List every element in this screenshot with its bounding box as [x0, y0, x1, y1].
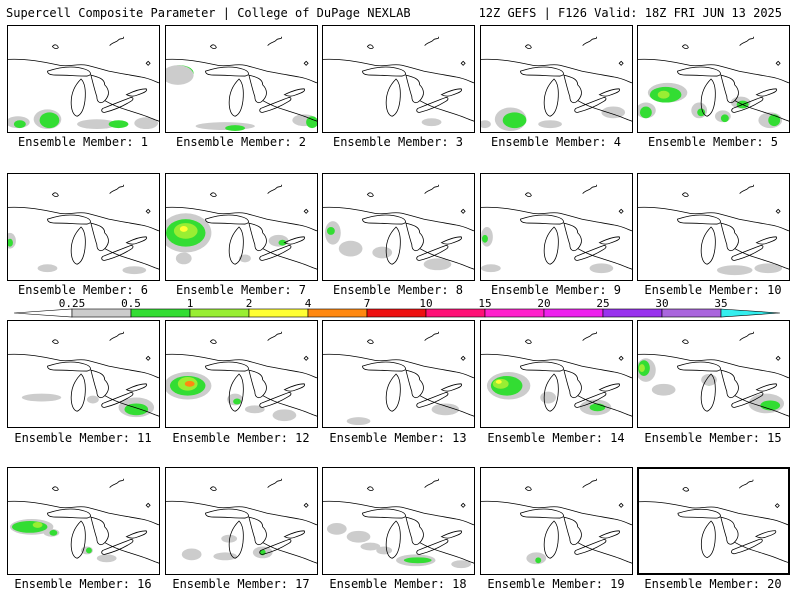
- colorbar-segment: [189, 308, 250, 318]
- ensemble-member-label: Ensemble Member: 18: [329, 577, 467, 591]
- colorbar-tick-label: 4: [304, 297, 312, 310]
- ensemble-member-panel-4[interactable]: [480, 25, 633, 133]
- ensemble-member-panel-18[interactable]: [322, 467, 475, 575]
- ensemble-member-label: Ensemble Member: 14: [487, 431, 625, 445]
- ensemble-member-label: Ensemble Member: 13: [329, 431, 467, 445]
- member-map: [323, 184, 474, 271]
- member-map: [323, 331, 474, 426]
- ensemble-member-panel-16[interactable]: [7, 467, 160, 575]
- colorbar-tick-label: 1: [186, 297, 194, 310]
- ensemble-member-label: Ensemble Member: 7: [175, 283, 307, 297]
- colorbar-segment: [248, 308, 309, 318]
- ensemble-member-label: Ensemble Member: 2: [175, 135, 307, 149]
- member-map: [638, 331, 789, 417]
- colorbar-tick-label: 20: [537, 297, 551, 310]
- ensemble-member-panel-12[interactable]: [165, 320, 318, 428]
- colorbar-segment: [366, 308, 427, 318]
- ensemble-member-panel-15[interactable]: [637, 320, 790, 428]
- ensemble-member-panel-3[interactable]: [322, 25, 475, 133]
- ensemble-member-panel-7[interactable]: [165, 173, 318, 281]
- ensemble-member-label: Ensemble Member: 6: [17, 283, 149, 297]
- ensemble-member-label: Ensemble Member: 19: [487, 577, 625, 591]
- member-map: [323, 36, 474, 127]
- ensemble-member-panel-13[interactable]: [322, 320, 475, 428]
- colorbar-tick-label: 30: [655, 297, 669, 310]
- ensemble-member-panel-1[interactable]: [7, 25, 160, 133]
- map-title: Supercell Composite Parameter | College …: [6, 6, 411, 20]
- ensemble-member-label: Ensemble Member: 5: [647, 135, 779, 149]
- colorbar-tick-label: 25: [596, 297, 610, 310]
- member-map: [8, 184, 159, 275]
- ensemble-member-panel-5[interactable]: [637, 25, 790, 133]
- ensemble-member-panel-14[interactable]: [480, 320, 633, 428]
- ensemble-member-panel-11[interactable]: [7, 320, 160, 428]
- colorbar-segment: [425, 308, 486, 318]
- member-map: [481, 36, 632, 132]
- member-map: [481, 184, 632, 274]
- colorbar-segment: [602, 308, 663, 318]
- ensemble-member-label: Ensemble Member: 3: [332, 135, 464, 149]
- ensemble-member-label: Ensemble Member: 17: [172, 577, 310, 591]
- ensemble-member-label: Ensemble Member: 11: [14, 431, 152, 445]
- ensemble-member-label: Ensemble Member: 1: [17, 135, 149, 149]
- colorbar-tick-label: 10: [419, 297, 433, 310]
- colorbar-tick-label: 0.25: [58, 297, 86, 310]
- member-map: [638, 184, 789, 276]
- member-map: [481, 478, 632, 565]
- colorbar-segment: [720, 308, 781, 318]
- colorbar: [13, 308, 781, 318]
- ensemble-member-label: Ensemble Member: 20: [644, 577, 782, 591]
- member-map: [8, 36, 159, 130]
- colorbar-segment: [71, 308, 132, 318]
- member-map: [8, 331, 159, 418]
- ensemble-member-label: Ensemble Member: 9: [490, 283, 622, 297]
- ensemble-member-panel-9[interactable]: [480, 173, 633, 281]
- colorbar-segment: [307, 308, 368, 318]
- member-map: [166, 478, 317, 564]
- member-map: [166, 184, 317, 270]
- ensemble-member-panel-8[interactable]: [322, 173, 475, 281]
- ensemble-member-panel-19[interactable]: [480, 467, 633, 575]
- ensemble-member-panel-17[interactable]: [165, 467, 318, 575]
- colorbar-segment: [130, 308, 191, 318]
- colorbar-segment: [661, 308, 722, 318]
- ensemble-member-label: Ensemble Member: 15: [644, 431, 782, 445]
- colorbar-segment: [543, 308, 604, 318]
- member-map: [8, 478, 159, 564]
- member-map: [166, 36, 317, 132]
- colorbar-tick-label: 0.5: [121, 297, 141, 310]
- ensemble-member-panel-10[interactable]: [637, 173, 790, 281]
- member-map: [638, 36, 789, 129]
- ensemble-member-label: Ensemble Member: 12: [172, 431, 310, 445]
- member-map: [166, 331, 317, 422]
- run-info: 12Z GEFS | F126 Valid: 18Z FRI JUN 13 20…: [478, 6, 782, 20]
- ensemble-member-panel-6[interactable]: [7, 173, 160, 281]
- ensemble-member-panel-20[interactable]: [637, 467, 790, 575]
- ensemble-member-label: Ensemble Member: 16: [14, 577, 152, 591]
- ensemble-member-panel-2[interactable]: [165, 25, 318, 133]
- colorbar-tick-label: 35: [714, 297, 728, 310]
- member-map: [639, 479, 788, 563]
- colorbar-below-arrow: [13, 308, 73, 318]
- ensemble-member-label: Ensemble Member: 8: [332, 283, 464, 297]
- colorbar-tick-label: 7: [363, 297, 371, 310]
- member-map: [323, 478, 474, 569]
- member-map: [481, 331, 632, 417]
- colorbar-tick-label: 15: [478, 297, 492, 310]
- ensemble-member-label: Ensemble Member: 4: [490, 135, 622, 149]
- ensemble-member-label: Ensemble Member: 10: [644, 283, 782, 297]
- colorbar-segment: [484, 308, 545, 318]
- colorbar-tick-label: 2: [245, 297, 253, 310]
